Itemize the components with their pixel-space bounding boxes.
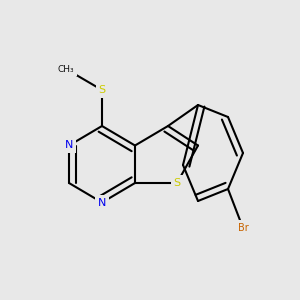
- Text: S: S: [98, 85, 106, 95]
- Text: Br: Br: [238, 223, 248, 233]
- Text: CH₃: CH₃: [58, 64, 74, 74]
- Text: N: N: [98, 197, 106, 208]
- Text: N: N: [65, 140, 73, 151]
- Text: S: S: [173, 178, 181, 188]
